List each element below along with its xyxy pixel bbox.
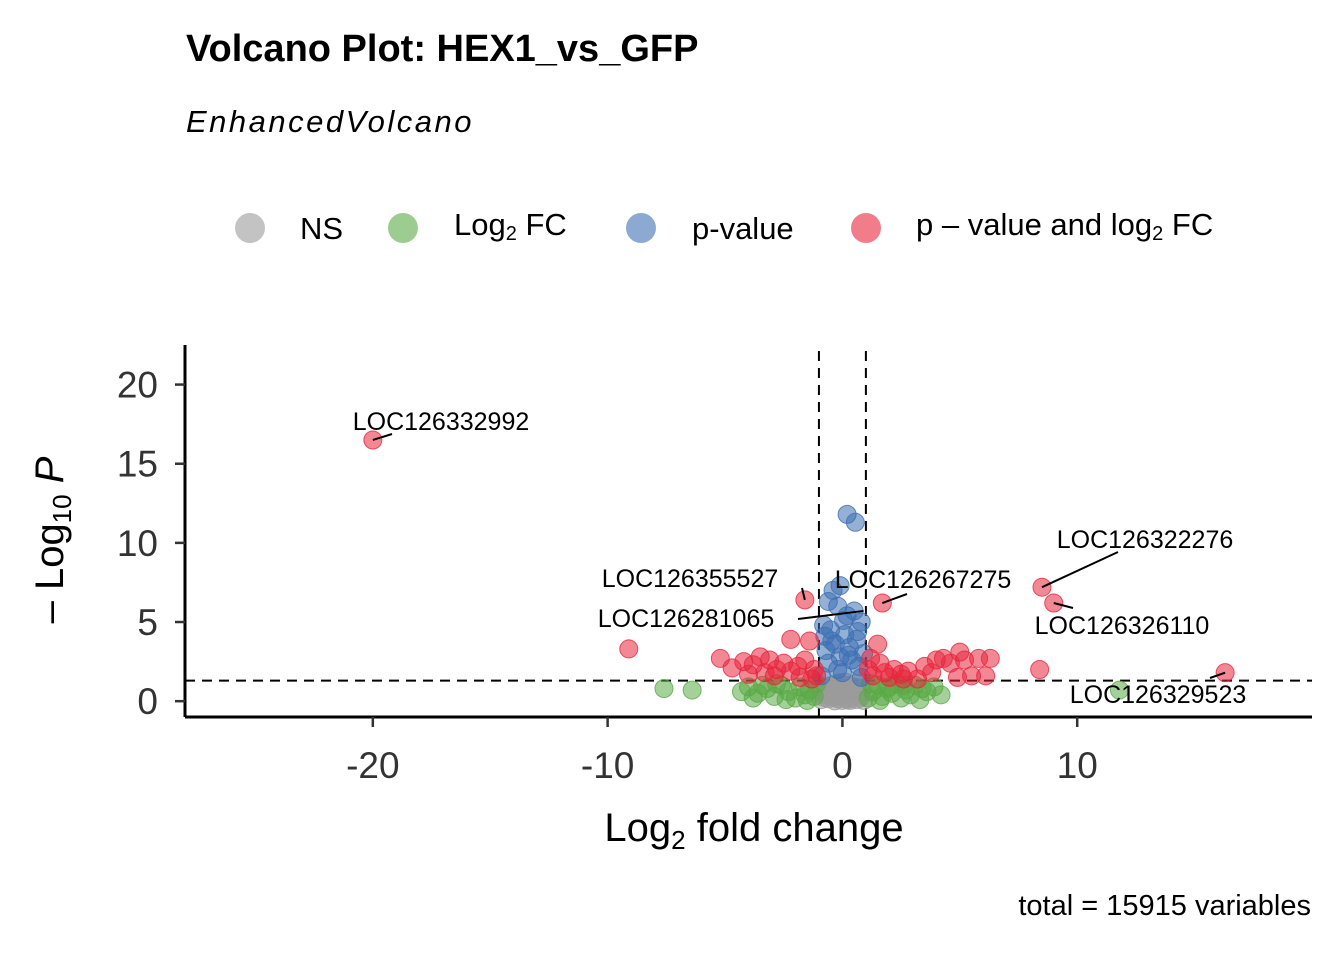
annotation-label-3: LOC126355527 — [602, 565, 779, 593]
x-tick-label--10: -10 — [581, 745, 634, 786]
y-tick-label-15: 15 — [117, 444, 158, 485]
point-log2-fc-36 — [870, 690, 890, 710]
point-log2-fc-1 — [682, 680, 702, 700]
point-p-value-3 — [830, 576, 850, 596]
chart-subtitle: EnhancedVolcano — [186, 104, 474, 139]
legend-dot-ns — [235, 213, 265, 243]
annotation-connector-2 — [881, 593, 908, 604]
legend: NS Log2 FC p-value p – value and log2 FC — [0, 195, 1344, 265]
legend-label-log2fc: Log2 FC — [454, 207, 567, 245]
y-tick-label-0: 0 — [137, 681, 158, 722]
point-p-value-and-log2-fc-43 — [976, 666, 996, 686]
annotation-label-1: LOC126322276 — [1057, 526, 1234, 554]
y-tick-label-10: 10 — [117, 523, 158, 564]
point-p-value-and-log2-fc-44 — [980, 648, 1000, 668]
x-axis-title: Log2 fold change — [604, 806, 903, 855]
data-points — [363, 430, 1235, 711]
annotation-label-2: LOC126267275 — [835, 566, 1012, 594]
gene-annotations: LOC126332992 LOC126322276 LOC126267275 LOC1… — [353, 408, 1247, 709]
y-tick-label-5: 5 — [137, 602, 158, 643]
point-p-value-and-log2-fc-51 — [868, 634, 888, 654]
legend-label-ns: NS — [300, 211, 344, 246]
point-p-value-and-log2-fc-46 — [1030, 660, 1050, 680]
chart-title: Volcano Plot: HEX1_vs_GFP — [186, 28, 699, 70]
annotation-connector-4 — [797, 609, 864, 620]
legend-dot-pvalue-and-log2fc — [851, 213, 881, 243]
legend-label-pvalue: p-value — [692, 211, 794, 246]
point-p-value-and-log2-fc-18 — [800, 631, 820, 651]
y-axis-title: – Log10 P — [28, 456, 77, 623]
x-tick-label--20: -20 — [346, 745, 399, 786]
point-p-value-and-log2-fc-45 — [950, 642, 970, 662]
annotation-connector-5 — [1053, 602, 1074, 609]
y-tick-label-20: 20 — [117, 365, 158, 406]
point-log2-fc-40 — [1109, 680, 1129, 700]
x-tick-label-0: 0 — [832, 745, 853, 786]
point-log2-fc-34 — [931, 685, 951, 705]
point-log2-fc-15 — [743, 688, 763, 708]
point-p-value-25 — [838, 645, 858, 665]
legend-label-pvalue-and-log2fc: p – value and log2 FC — [916, 207, 1214, 245]
annotation-label-5: LOC126326110 — [1035, 612, 1210, 640]
annotation-label-0: LOC126332992 — [353, 408, 530, 436]
annotation-label-4: LOC126281065 — [598, 605, 775, 633]
point-p-value-and-log2-fc-6 — [619, 639, 639, 659]
point-log2-fc-17 — [797, 690, 817, 710]
point-p-value-1 — [845, 512, 865, 532]
point-ns-40 — [825, 691, 845, 711]
legend-dot-pvalue — [626, 213, 656, 243]
point-p-value-27 — [834, 610, 854, 630]
point-p-value-and-log2-fc-20 — [739, 664, 758, 684]
annotation-connector-6 — [1209, 671, 1226, 679]
x-tick-label-10: 10 — [1057, 745, 1098, 786]
annotation-connector-1 — [1041, 551, 1119, 589]
point-log2-fc-16 — [776, 690, 796, 710]
legend-dot-log2fc — [388, 213, 418, 243]
point-p-value-and-log2-fc-50 — [802, 669, 822, 689]
point-log2-fc-0 — [654, 679, 674, 699]
annotation-label-6: LOC126329523 — [1070, 681, 1247, 709]
point-p-value-22 — [832, 663, 852, 683]
chart-caption: total = 15915 variables — [1018, 890, 1311, 922]
point-p-value-and-log2-fc-22 — [764, 666, 784, 686]
point-p-value-and-log2-fc-49 — [893, 669, 913, 689]
annotation-connector-0 — [372, 433, 393, 441]
annotation-connector-3 — [801, 587, 806, 601]
point-p-value-29 — [848, 622, 868, 642]
axes: -20 -10 0 10 0 5 10 15 20 — [117, 345, 1312, 786]
point-p-value-and-log2-fc-5 — [781, 629, 801, 649]
